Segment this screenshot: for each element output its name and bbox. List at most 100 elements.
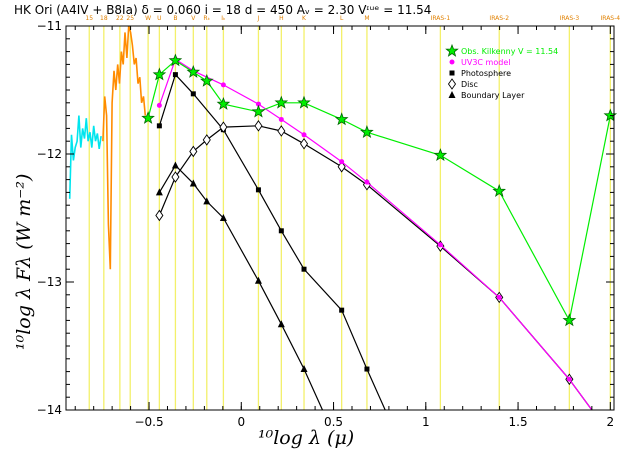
data-point bbox=[274, 95, 289, 109]
band-label: V bbox=[191, 15, 196, 22]
data-point bbox=[299, 137, 309, 150]
x-tick-label: 0 bbox=[237, 415, 245, 429]
band-label: U bbox=[157, 15, 161, 22]
data-point bbox=[255, 187, 261, 193]
x-tick-label: 2 bbox=[606, 415, 614, 429]
data-point bbox=[156, 102, 162, 108]
legend-label: Obs. Kilkenny V = 11.54 bbox=[461, 47, 558, 56]
data-point bbox=[562, 313, 577, 327]
series-line bbox=[147, 59, 611, 323]
y-tick-label: −13 bbox=[37, 275, 62, 289]
data-point bbox=[300, 365, 308, 373]
x-axis-label: ¹⁰log λ (μ) bbox=[258, 427, 354, 449]
band-label: 22 bbox=[116, 15, 124, 22]
data-point bbox=[189, 145, 198, 158]
legend-marker bbox=[447, 78, 457, 90]
legend-marker bbox=[445, 43, 459, 57]
data-point bbox=[360, 125, 374, 139]
series-line bbox=[158, 164, 324, 411]
data-point bbox=[339, 307, 345, 313]
y-tick-label: −11 bbox=[37, 19, 62, 33]
data-point bbox=[219, 121, 228, 133]
iue-short-spectrum bbox=[68, 115, 102, 199]
data-point bbox=[186, 64, 201, 78]
data-point bbox=[200, 73, 214, 87]
band-label: Iₖ bbox=[221, 15, 226, 22]
data-point bbox=[496, 294, 502, 300]
band-label: K bbox=[302, 15, 307, 22]
data-point bbox=[301, 266, 307, 272]
legend-marker bbox=[448, 91, 456, 98]
legend-marker bbox=[449, 59, 455, 65]
legend-label: Boundary Layer bbox=[461, 91, 525, 100]
band-label: IRAS-3 bbox=[560, 15, 580, 22]
band-label: IRAS-4 bbox=[601, 15, 621, 22]
band-label: IRAS-1 bbox=[431, 15, 451, 22]
band-label: J bbox=[257, 15, 260, 22]
legend-label: Disc bbox=[461, 80, 478, 89]
band-label: 25 bbox=[126, 15, 134, 22]
band-label: Rₖ bbox=[203, 15, 210, 22]
data-point bbox=[189, 179, 197, 187]
data-point bbox=[254, 276, 262, 284]
data-point bbox=[437, 242, 443, 248]
data-point bbox=[277, 320, 285, 328]
data-point bbox=[364, 179, 370, 185]
data-point bbox=[337, 161, 346, 173]
legend-label: UV3C model bbox=[461, 58, 510, 67]
series-line bbox=[158, 125, 593, 411]
data-point bbox=[334, 112, 349, 126]
band-label: B bbox=[173, 15, 177, 22]
data-point bbox=[254, 120, 263, 132]
data-point bbox=[202, 134, 211, 146]
data-point bbox=[219, 214, 227, 221]
data-point bbox=[278, 116, 284, 122]
data-point bbox=[216, 96, 231, 110]
band-label: L bbox=[340, 15, 344, 22]
data-point bbox=[171, 171, 180, 183]
series-line bbox=[158, 73, 386, 411]
x-tick-label: 1.5 bbox=[509, 415, 528, 429]
data-point bbox=[156, 123, 162, 129]
data-point bbox=[168, 53, 183, 67]
data-point bbox=[155, 188, 163, 196]
y-tick-label: −14 bbox=[37, 403, 62, 417]
band-lines: 15 18 22 25 W U B V Rₖ Iₖ J H K L M IRAS-1 IRAS-2 IRAS-3 I… bbox=[85, 15, 620, 410]
spectra bbox=[68, 26, 147, 270]
axes: −0.5 0 0.5 1 1.5 2 −14 −13 −12 −11 bbox=[37, 19, 615, 429]
legend-label: Photosphere bbox=[461, 69, 511, 78]
data-point bbox=[603, 108, 618, 122]
data-point bbox=[339, 159, 345, 165]
data-point bbox=[141, 111, 155, 124]
data-point bbox=[155, 209, 164, 222]
chart-title: HK Ori (A4IV + B8Ia) δ = 0.060 i = 18 d … bbox=[14, 3, 431, 17]
data-point bbox=[220, 82, 226, 88]
data-point bbox=[251, 104, 266, 118]
legend: Obs. Kilkenny V = 11.54 UV3C model Photosp… bbox=[445, 43, 558, 100]
data-point bbox=[203, 197, 211, 205]
band-label: IRAS-2 bbox=[489, 15, 509, 22]
data-point bbox=[172, 72, 178, 78]
data-point bbox=[301, 132, 307, 138]
series-line bbox=[158, 58, 593, 411]
series-lines bbox=[141, 53, 618, 411]
data-point bbox=[566, 376, 572, 382]
x-tick-label: 0.5 bbox=[324, 415, 343, 429]
data-point bbox=[255, 101, 261, 107]
data-point bbox=[190, 91, 196, 97]
data-point bbox=[364, 366, 370, 372]
data-point bbox=[297, 95, 311, 109]
data-point bbox=[171, 161, 179, 169]
x-tick-label: 1 bbox=[422, 415, 430, 429]
band-label: H bbox=[279, 15, 284, 22]
y-axis-label: ¹⁰log λ Fλ (W m⁻²) bbox=[13, 174, 35, 350]
y-tick-label: −12 bbox=[37, 147, 62, 161]
data-point bbox=[277, 125, 286, 137]
band-label: 15 bbox=[85, 15, 93, 22]
data-point bbox=[492, 183, 506, 197]
iue-long-spectrum bbox=[102, 26, 147, 270]
band-label: M bbox=[364, 15, 369, 22]
x-tick-label: −0.5 bbox=[134, 415, 163, 429]
band-label: W bbox=[145, 15, 151, 22]
